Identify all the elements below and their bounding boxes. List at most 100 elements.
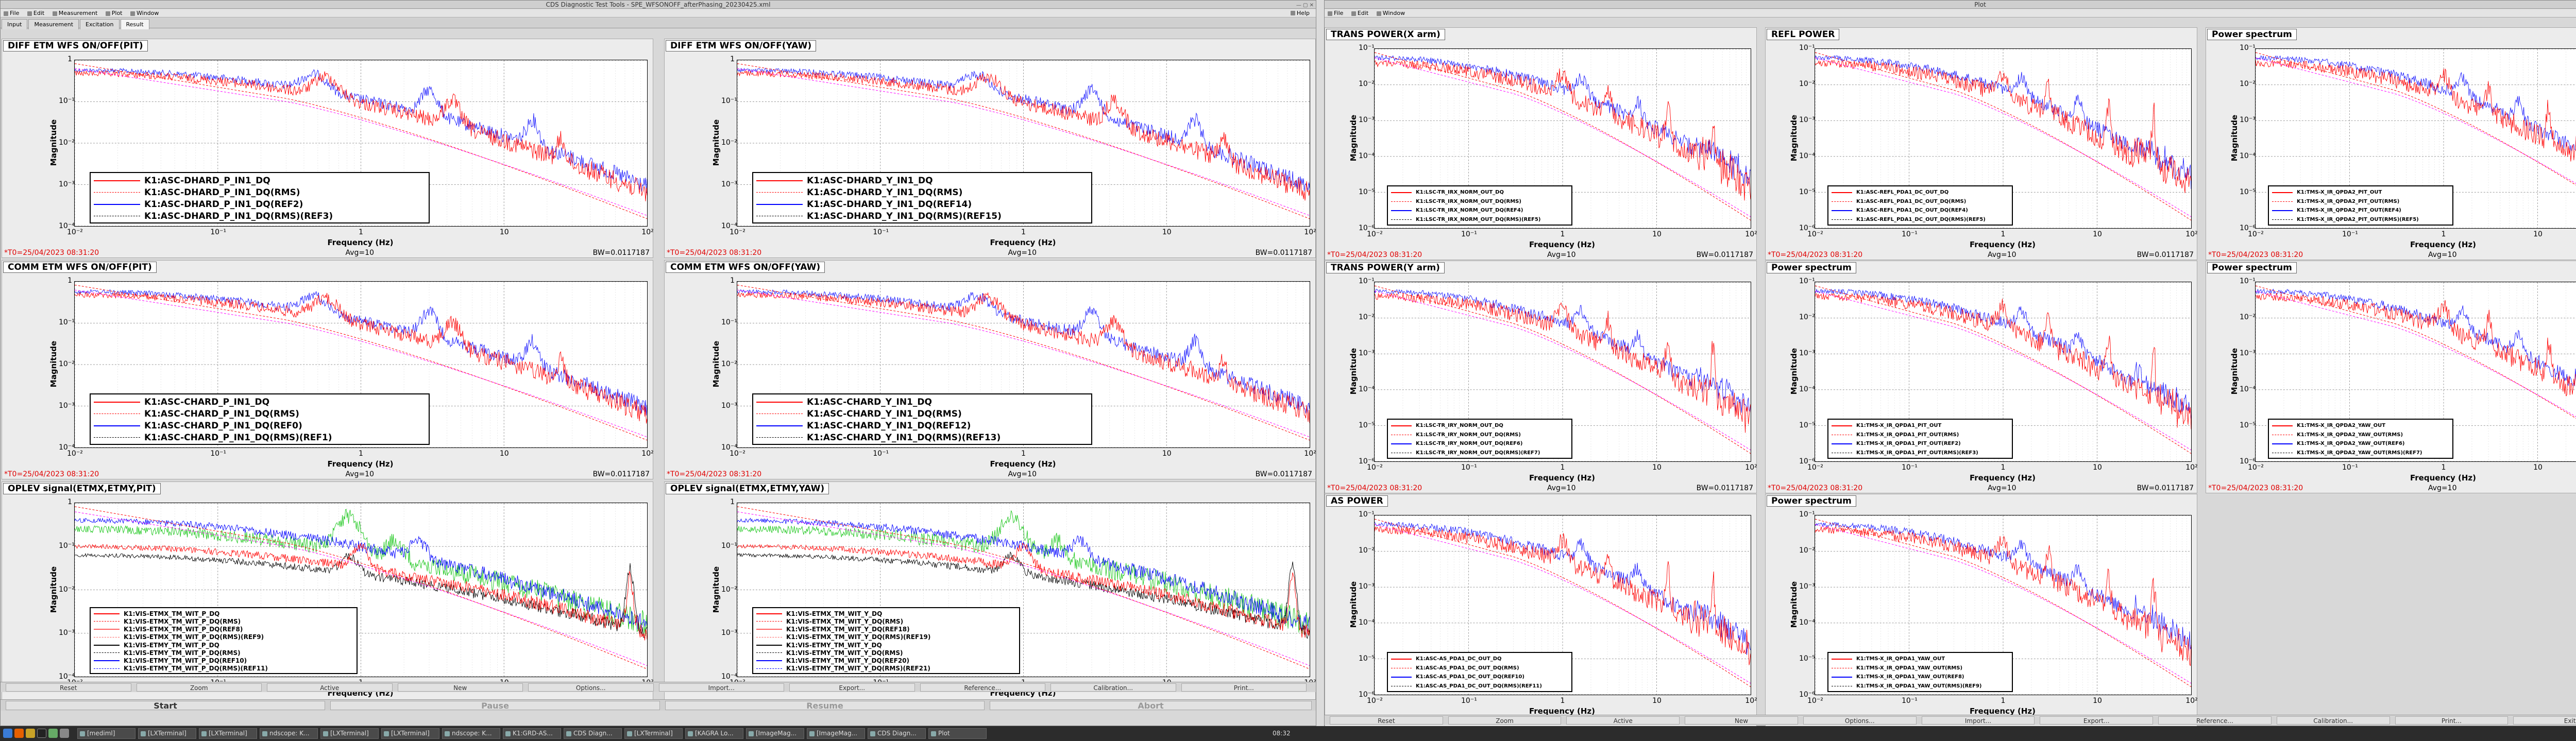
taskbar-item[interactable]: Plot (928, 728, 987, 739)
window-controls[interactable]: — ▢ ✕ (1296, 3, 1314, 8)
plot-panel: COMM ETM WFS ON/OFF(PIT) 1 10⁻¹ 10⁻² 10⁻³ 10⁻… (2, 260, 654, 479)
taskbar-item[interactable]: [LXTerminal] (381, 728, 439, 739)
taskbar-item[interactable]: [LXTerminal] (199, 728, 257, 739)
taskbar-item[interactable]: [KAGRA Lo... (685, 728, 743, 739)
legend-swatch (1832, 210, 1852, 211)
taskbar-item[interactable]: [ImageMag... (807, 728, 865, 739)
legend-label: K1:ASC-CHARD_Y_IN1_DQ (807, 397, 932, 407)
t0-timestamp: *T0=25/04/2023 08:31:20 (1768, 484, 1863, 492)
tab-excitation[interactable]: Excitation (80, 19, 120, 29)
menu-edit[interactable]: Edit (1351, 10, 1368, 16)
taskbar-item[interactable]: [LXTerminal] (320, 728, 379, 739)
legend-swatch (756, 413, 803, 414)
plot-options-button[interactable]: Options... (1803, 716, 1917, 725)
menu-icon[interactable] (3, 729, 12, 738)
legend-label: K1:TMS-X_IR_QPDA1_YAW_OUT (1856, 656, 1945, 662)
legend-label: K1:ASC-REFL_PDA1_DC_OUT_DQ(RMS)(REF5) (1856, 216, 1986, 222)
tab-result[interactable]: Result (120, 19, 149, 29)
trace-line (1815, 60, 2191, 194)
plot-active-button[interactable]: Active (267, 683, 393, 692)
plot-reference-button[interactable]: Reference... (2158, 716, 2272, 725)
tab-input[interactable]: Input (2, 19, 28, 29)
taskbar-item[interactable]: [ImageMag... (746, 728, 804, 739)
menu-window[interactable]: Window (1377, 10, 1405, 16)
legend-label: K1:VIS-ETMY_TM_WIT_Y_DQ(RMS)(REF21) (786, 665, 930, 673)
pause-button[interactable]: Pause (330, 701, 660, 711)
legend-label: K1:ASC-CHARD_P_IN1_DQ(REF0) (144, 420, 302, 431)
y-tick-label: 10⁻⁴ (59, 443, 75, 452)
x-axis-label: Frequency (Hz) (1529, 706, 1596, 716)
legend-label: K1:TMS-X_IR_QPDA2_PIT_OUT(RMS)(REF5) (2297, 216, 2419, 222)
plot-import-button[interactable]: Import... (1921, 716, 2035, 725)
abort-button[interactable]: Abort (990, 701, 1312, 711)
plot-title: DIFF ETM WFS ON/OFF(YAW) (666, 40, 817, 51)
menu-file[interactable]: File (1328, 10, 1343, 16)
legend-entry: K1:TMS-X_IR_QPDA2_PIT_OUT(RMS)(REF5) (2272, 215, 2449, 225)
legend-swatch (756, 203, 803, 205)
menu-window[interactable]: Window (130, 10, 159, 16)
y-tick-label: 10⁻² (721, 585, 737, 594)
taskbar-item[interactable]: CDS Diagn... (868, 728, 926, 739)
plot-export-button[interactable]: Export... (2040, 716, 2154, 725)
avg-label: Avg=10 (1008, 249, 1037, 257)
legend-swatch (756, 425, 803, 426)
taskbar-item[interactable]: CDS Diagn... (564, 728, 622, 739)
taskbar-item[interactable]: K1:GRD-AS... (503, 728, 561, 739)
bw-label: BW=0.0117187 (1255, 249, 1312, 257)
menu-help[interactable]: Help (1290, 9, 1310, 18)
legend-entry: K1:VIS-ETMY_TM_WIT_P_DQ(RMS)(REF11) (94, 665, 353, 673)
legend-swatch (1391, 219, 1412, 220)
plot-reset-button[interactable]: Reset (1330, 716, 1443, 725)
tab-measurement[interactable]: Measurement (28, 19, 79, 29)
settings-icon[interactable] (60, 729, 69, 738)
legend-entry: K1:LSC-TR_IRX_NORM_OUT_DQ(RMS)(REF5) (1391, 215, 1568, 225)
taskbar-item[interactable]: ndscope: K... (442, 728, 500, 739)
x-axis-label: Frequency (Hz) (327, 459, 394, 469)
taskbar-item[interactable]: [LXTerminal] (138, 728, 196, 739)
menu-measurement[interactable]: Measurement (53, 10, 98, 16)
plot-print-button[interactable]: Print... (2395, 716, 2509, 725)
rms-line (1375, 285, 1751, 454)
legend-entry: K1:ASC-CHARD_P_IN1_DQ(REF0) (94, 420, 426, 432)
plot-active-button[interactable]: Active (1566, 716, 1680, 725)
legend-swatch (756, 652, 782, 653)
plot-canvas (737, 503, 1310, 677)
legend-swatch (94, 652, 120, 653)
resume-button[interactable]: Resume (665, 701, 985, 711)
menu-file[interactable]: File (4, 10, 19, 16)
legend-label: K1:VIS-ETMX_TM_WIT_Y_DQ (786, 610, 883, 617)
plot-new-button[interactable]: New (1685, 716, 1798, 725)
menu-plot[interactable]: Plot (106, 10, 123, 16)
legend-swatch (756, 621, 782, 622)
plot-calibration-button[interactable]: Calibration... (2276, 716, 2390, 725)
plot-exit-button[interactable]: Exit (2513, 716, 2576, 725)
legend-entry: K1:ASC-CHARD_Y_IN1_DQ(RMS)(REF13) (756, 432, 1088, 443)
browser-icon[interactable] (14, 729, 24, 738)
legend-swatch (94, 401, 140, 403)
menu-edit[interactable]: Edit (27, 10, 44, 16)
x-axis-label: Frequency (Hz) (990, 459, 1056, 469)
terminal-icon[interactable] (37, 729, 46, 738)
plot-reference-button[interactable]: Reference... (920, 683, 1045, 692)
legend-entry: K1:ASC-AS_PDA1_DC_OUT_DQ(REF10) (1391, 673, 1568, 682)
editor-icon[interactable] (48, 729, 58, 738)
plot-options-button[interactable]: Options... (528, 683, 654, 692)
plot-zoom-button[interactable]: Zoom (136, 683, 262, 692)
plot-calibration-button[interactable]: Calibration... (1050, 683, 1176, 692)
taskbar-item[interactable]: [mediml] (77, 728, 135, 739)
legend-label: K1:TMS-X_IR_QPDA1_PIT_OUT(REF2) (1856, 441, 1961, 447)
plot-print-button[interactable]: Print... (1181, 683, 1307, 692)
x-tick-label: 10² (1304, 450, 1316, 458)
start-button[interactable]: Start (6, 701, 325, 711)
plot-reset-button[interactable]: Reset (6, 683, 131, 692)
y-tick-label: 10⁻³ (1799, 582, 1815, 591)
plot-export-button[interactable]: Export... (789, 683, 915, 692)
plot-title: TRANS POWER(X arm) (1326, 29, 1445, 40)
plot-import-button[interactable]: Import... (658, 683, 784, 692)
plot-new-button[interactable]: New (397, 683, 523, 692)
taskbar-item[interactable]: ndscope: K... (260, 728, 318, 739)
plot-zoom-button[interactable]: Zoom (1448, 716, 1562, 725)
folder-icon[interactable] (26, 729, 35, 738)
legend-label: K1:ASC-CHARD_Y_IN1_DQ(RMS)(REF13) (807, 432, 1001, 443)
taskbar-item[interactable]: [LXTerminal] (624, 728, 683, 739)
